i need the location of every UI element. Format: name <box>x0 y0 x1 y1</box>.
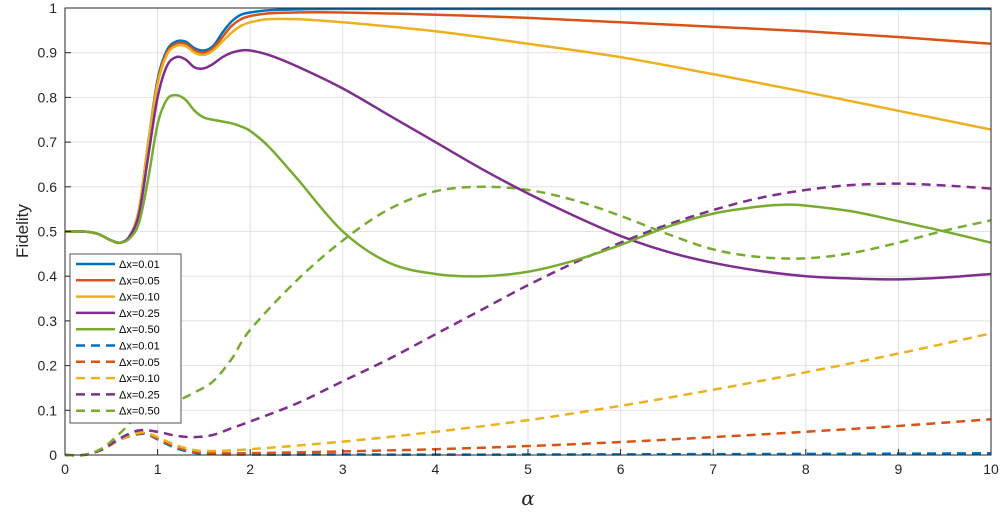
series-line-dashed-7 <box>64 332 992 457</box>
legend-label: Δx=0.01 <box>119 259 160 271</box>
y-tick-label: 1 <box>49 0 57 16</box>
legend-label: Δx=0.25 <box>119 308 160 320</box>
y-tick-label: 0.8 <box>38 89 58 105</box>
x-axis-label: α <box>521 486 535 510</box>
x-tick-label: 3 <box>339 461 347 477</box>
y-tick-label: 0.1 <box>38 402 58 418</box>
x-tick-label: 8 <box>802 461 810 477</box>
legend-label: Δx=0.05 <box>119 275 160 287</box>
x-tick-label: 2 <box>246 461 254 477</box>
x-tick-label: 0 <box>61 461 69 477</box>
y-tick-label: 0.9 <box>38 45 58 61</box>
legend-label: Δx=0.10 <box>119 292 160 304</box>
series-line-dashed-8 <box>64 182 992 457</box>
y-tick-label: 0.7 <box>38 134 58 150</box>
legend-label: Δx=0.10 <box>119 373 160 385</box>
legend-label: Δx=0.50 <box>119 324 160 336</box>
y-tick-label: 0.2 <box>38 358 58 374</box>
x-tick-label: 6 <box>617 461 625 477</box>
y-tick-label: 0 <box>49 447 57 463</box>
y-tick-label: 0.6 <box>38 179 58 195</box>
legend-label: Δx=0.25 <box>119 389 160 401</box>
series-line-solid-4 <box>64 93 992 278</box>
y-axis-label: Fidelity <box>13 204 32 258</box>
x-tick-labels: 0 1 2 3 4 5 6 7 8 9 10 <box>61 449 999 477</box>
y-tick-label: 0.3 <box>38 313 58 329</box>
y-tick-label: 0.4 <box>38 268 58 284</box>
y-tick-label: 0.5 <box>38 224 58 240</box>
series-line-solid-3 <box>64 48 992 281</box>
y-tick-labels: 0 0.1 0.2 0.3 0.4 0.5 0.6 0.7 0.8 0.9 1 <box>38 0 71 463</box>
series-lines <box>64 7 992 457</box>
legend-box <box>69 253 182 424</box>
legend-label: Δx=0.01 <box>119 341 160 353</box>
x-tick-label: 5 <box>524 461 532 477</box>
x-tick-label: 7 <box>709 461 717 477</box>
legend-label: Δx=0.50 <box>119 406 160 418</box>
legend: Δx=0.01 Δx=0.05 Δx=0.10 Δx=0.25 Δx=0.50 Δx=0.… <box>69 253 182 424</box>
x-tick-label: 9 <box>895 461 903 477</box>
legend-label: Δx=0.05 <box>119 357 160 369</box>
x-tick-label: 1 <box>154 461 162 477</box>
x-tick-label: 4 <box>432 461 440 477</box>
x-tick-label: 10 <box>983 461 999 477</box>
